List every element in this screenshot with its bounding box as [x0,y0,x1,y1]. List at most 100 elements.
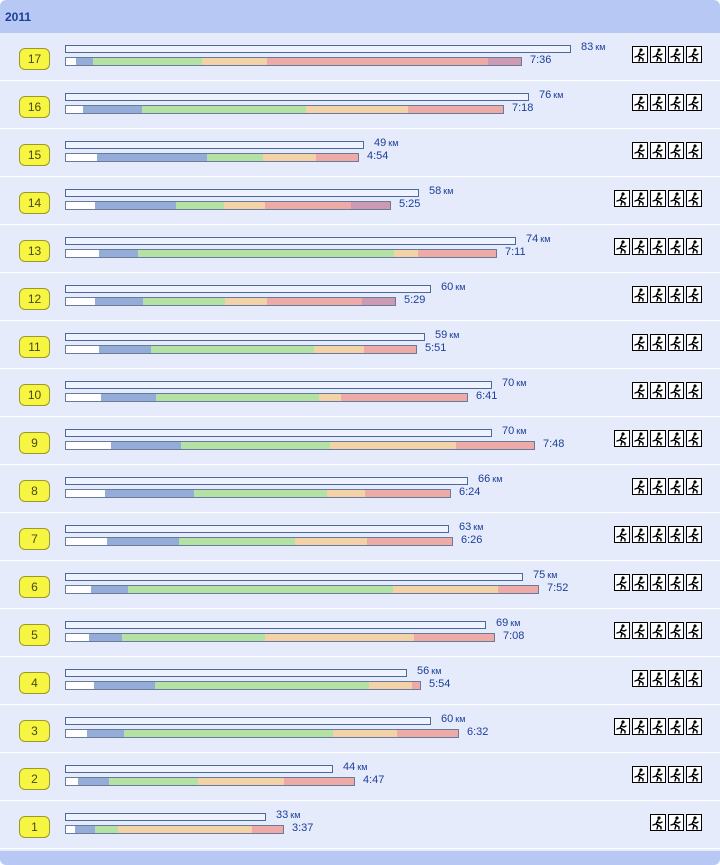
zone-segment-white [66,58,76,65]
zone-segment-white [66,106,83,113]
time-zone-bar [65,537,453,546]
runner-icon [668,718,684,735]
zone-segment-orange [117,826,253,833]
runner-icon [614,574,630,591]
distance-value: 70 [502,377,515,389]
time-label: 3:37 [292,822,314,834]
distance-value: 74 [526,233,539,245]
runner-icon [668,190,684,207]
time-label: 4:47 [363,774,385,786]
table-row[interactable]: 15 49 км 4:54 [0,129,720,177]
distance-value: 69 [496,617,509,629]
distance-unit: км [443,186,454,196]
table-row[interactable]: 16 76 км 7:18 [0,81,720,129]
runner-icon [632,238,648,255]
distance-bar [65,189,419,197]
zone-segment-green [141,106,306,113]
time-label: 7:52 [547,582,569,594]
zone-segment-white [66,634,89,641]
table-row[interactable]: 6 75 км 7:52 [0,561,720,609]
distance-label: 63 км [459,521,483,533]
run-number-badge[interactable]: 11 [19,336,50,358]
runner-icon [668,430,684,447]
run-number-badge[interactable]: 9 [19,432,50,454]
runner-icon [668,382,684,399]
runner-icon [668,142,684,159]
zone-segment-orange [224,202,265,209]
zone-segment-orange [326,490,366,497]
distance-value: 75 [533,569,546,581]
table-row[interactable]: 14 58 км 5:25 [0,177,720,225]
runner-icon [686,286,702,303]
time-zone-bar [65,105,504,114]
zone-segment-red [284,778,354,785]
table-row[interactable]: 10 70 км 6:41 [0,369,720,417]
zone-segment-green [123,730,333,737]
table-row[interactable]: 13 74 км 7:11 [0,225,720,273]
zone-segment-red [267,58,489,65]
zone-segment-red [365,490,450,497]
zone-segment-blue [94,202,177,209]
zone-segment-blue [90,586,128,593]
distance-unit: км [431,666,442,676]
zone-segment-green [150,346,314,353]
run-number-badge[interactable]: 14 [19,192,50,214]
table-row[interactable]: 8 66 км 6:24 [0,465,720,513]
distance-value: 60 [441,281,454,293]
distance-unit: км [595,42,606,52]
run-number-badge[interactable]: 1 [19,816,50,838]
table-row[interactable]: 1 33 км 3:37 [0,801,720,849]
table-row[interactable]: 5 69 км 7:08 [0,609,720,657]
distance-bar [65,525,449,533]
run-number-badge[interactable]: 8 [19,480,50,502]
zone-segment-green [179,538,295,545]
zone-segment-red [412,682,420,689]
run-number-badge[interactable]: 10 [19,384,50,406]
zone-segment-red [456,442,534,449]
table-row[interactable]: 9 70 км 7:48 [0,417,720,465]
table-row[interactable]: 11 59 км 5:51 [0,321,720,369]
time-zone-bar [65,153,359,162]
table-row[interactable]: 12 60 км 5:29 [0,273,720,321]
distance-value: 70 [502,425,515,437]
run-number-badge[interactable]: 4 [19,672,50,694]
time-zone-bar [65,633,495,642]
run-number-badge[interactable]: 7 [19,528,50,550]
panel-header: 2011 [0,0,720,33]
runner-icon [614,238,630,255]
runner-icon [632,430,648,447]
distance-unit: км [540,234,551,244]
distance-bar [65,93,529,101]
runner-icon [686,574,702,591]
run-number-badge[interactable]: 5 [19,624,50,646]
runner-icon [632,766,648,783]
runner-icon [614,718,630,735]
table-row[interactable]: 2 44 км 4:47 [0,753,720,801]
runner-icon [650,718,666,735]
run-number-badge[interactable]: 6 [19,576,50,598]
time-zone-bar [65,57,522,66]
table-row[interactable]: 4 56 км 5:54 [0,657,720,705]
zone-segment-orange [318,394,341,401]
run-number-badge[interactable]: 13 [19,240,50,262]
zone-segment-orange [329,442,457,449]
run-number-badge[interactable]: 16 [19,96,50,118]
time-zone-bar [65,345,417,354]
zone-segment-blue [86,730,124,737]
zone-segment-purple [362,298,395,305]
run-number-badge[interactable]: 2 [19,768,50,790]
run-number-badge[interactable]: 3 [19,720,50,742]
zone-segment-green [154,682,370,689]
runner-icon [686,718,702,735]
runner-icon [650,430,666,447]
table-row[interactable]: 17 83 км 7:36 [0,33,720,81]
distance-value: 83 [581,41,594,53]
run-number-badge[interactable]: 12 [19,288,50,310]
table-row[interactable]: 7 63 км 6:26 [0,513,720,561]
zone-segment-blue [93,682,155,689]
run-number-badge[interactable]: 15 [19,144,50,166]
distance-value: 76 [539,89,552,101]
table-row[interactable]: 3 60 км 6:32 [0,705,720,753]
run-number-badge[interactable]: 17 [19,48,50,70]
runner-icon [686,382,702,399]
